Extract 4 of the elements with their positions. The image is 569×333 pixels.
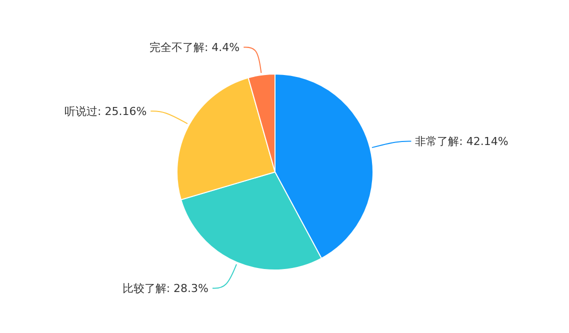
slice-label: 非常了解: 42.14% [415,135,508,148]
slice-label: 完全不了解: 4.4% [149,41,240,54]
slice-label: 听说过: 25.16% [64,105,147,118]
slice-label: 比较了解: 28.3% [122,282,208,296]
